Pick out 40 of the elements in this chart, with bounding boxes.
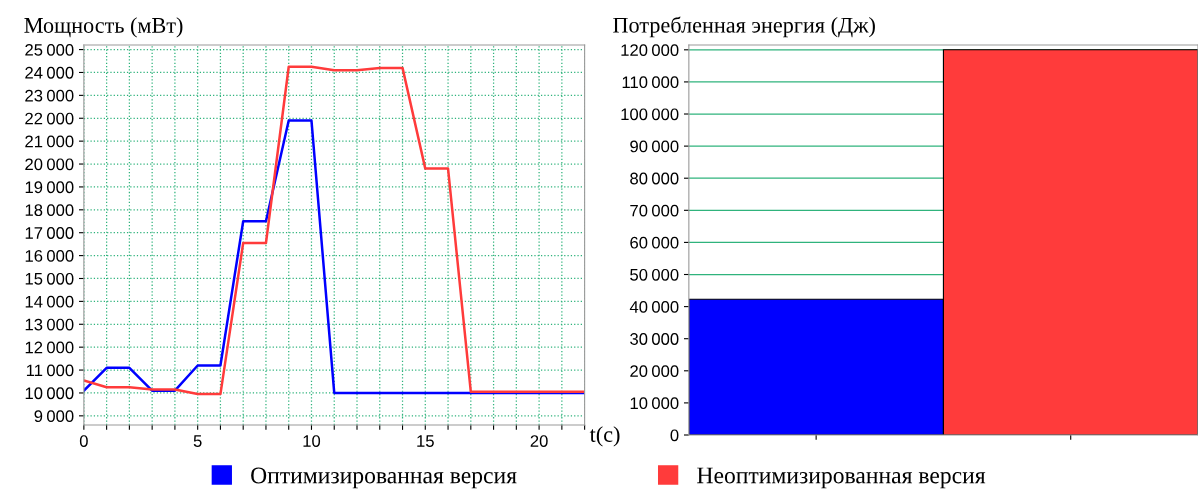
- legend-label: Неоптимизированная версия: [697, 467, 986, 489]
- y-tick-label: 23 000: [25, 89, 74, 102]
- y-tick-label: 90 000: [630, 140, 679, 153]
- y-tick-label: 21 000: [25, 135, 74, 148]
- y-tick-label: 19 000: [25, 181, 74, 194]
- y-tick-label: 15 000: [25, 272, 74, 285]
- y-tick-label: 17 000: [25, 227, 74, 239]
- x-tick-label: 5: [193, 435, 202, 447]
- line-series: [83, 65, 585, 396]
- y-axis-title: Потребленная энергия (Дж): [613, 16, 875, 38]
- y-tick-label: 110 000: [622, 76, 679, 89]
- y-tick-label: 30 000: [630, 333, 679, 345]
- y-tick-label: 12 000: [25, 341, 74, 354]
- x-tick-label: 0: [79, 435, 88, 447]
- x-axis-title: t(c): [589, 426, 620, 447]
- y-tick-label: 20 000: [630, 365, 679, 378]
- y-tick-label: 50 000: [630, 268, 679, 281]
- y-tick-label: 22 000: [25, 112, 74, 125]
- y-tick-label: 14 000: [25, 295, 74, 308]
- y-tick-label: 100 000: [621, 108, 679, 121]
- y-tick-label: 9 000: [34, 410, 74, 423]
- y-tick-label: 70 000: [630, 204, 679, 217]
- x-tick-label: 20: [530, 435, 548, 447]
- y-tick-label: 20 000: [25, 158, 74, 171]
- y-axis-title: Мощность (мВт): [24, 17, 183, 38]
- y-tick-label: 11 000: [26, 364, 74, 377]
- y-tick-label: 80 000: [630, 172, 679, 185]
- y-tick-label: 24 000: [25, 66, 74, 79]
- y-tick-label: 40 000: [629, 301, 679, 313]
- legend-label: Оптимизированная версия: [251, 467, 517, 489]
- y-tick-label: 60 000: [630, 236, 679, 249]
- y-tick-label: 25 000: [25, 43, 74, 56]
- x-tick-label: 15: [417, 435, 434, 447]
- x-tick-label: 10: [303, 435, 321, 447]
- y-tick-label: 120 000: [621, 44, 679, 57]
- y-tick-label: 10 000: [630, 397, 679, 410]
- y-tick-label: 18 000: [25, 204, 74, 217]
- y-tick-label: 16 000: [25, 250, 74, 262]
- y-tick-label: 10 000: [25, 387, 74, 400]
- y-tick-label: 13 000: [25, 318, 74, 331]
